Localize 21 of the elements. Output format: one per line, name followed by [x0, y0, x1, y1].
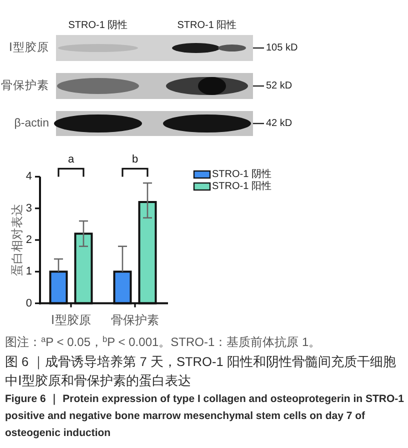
y-tick-label: 2: [26, 234, 32, 246]
y-tick-label: 0: [26, 297, 32, 310]
text: 42 kD: [266, 118, 292, 129]
y-tick-label: 4: [26, 170, 32, 183]
text: 骨保护素: [1, 78, 49, 92]
legend-label: STRO-1 阳性: [212, 180, 272, 192]
text: b: [132, 154, 138, 166]
text: a: [68, 154, 75, 166]
text: 图 6 ｜成骨诱导培养第 7 天，STRO-1 阳性和阴性骨髓间充质干细胞中Ⅰ型胶原和骨保护素的蛋白表达: [5, 353, 397, 390]
text: Figure 6 ｜ Protein expression of type I collagen and osteoprotegerin in STRO-1 positive and negative bone marrow mesenchymal stem cells on day 7 of osteogenic induction: [5, 392, 405, 441]
legend-label: STRO-1 阴性: [212, 168, 272, 180]
text: 105 kD: [266, 42, 298, 54]
text: β-actin: [14, 118, 49, 130]
y-tick-label: 3: [26, 202, 32, 214]
text: 52 kD: [266, 80, 292, 92]
text: STRO-1 阴性: [68, 19, 128, 31]
text: 图注：$^{a}$P < 0.05，$^{b}$P < 0.001。STRO-1：基质前体抗原 1。: [5, 334, 322, 350]
y-axis-title: 蛋白相对表达: [10, 204, 24, 276]
y-tick-label: 1: [26, 266, 32, 278]
text: STRO-1 阳性: [177, 19, 237, 31]
text: Ⅰ型胶原: [9, 40, 49, 54]
